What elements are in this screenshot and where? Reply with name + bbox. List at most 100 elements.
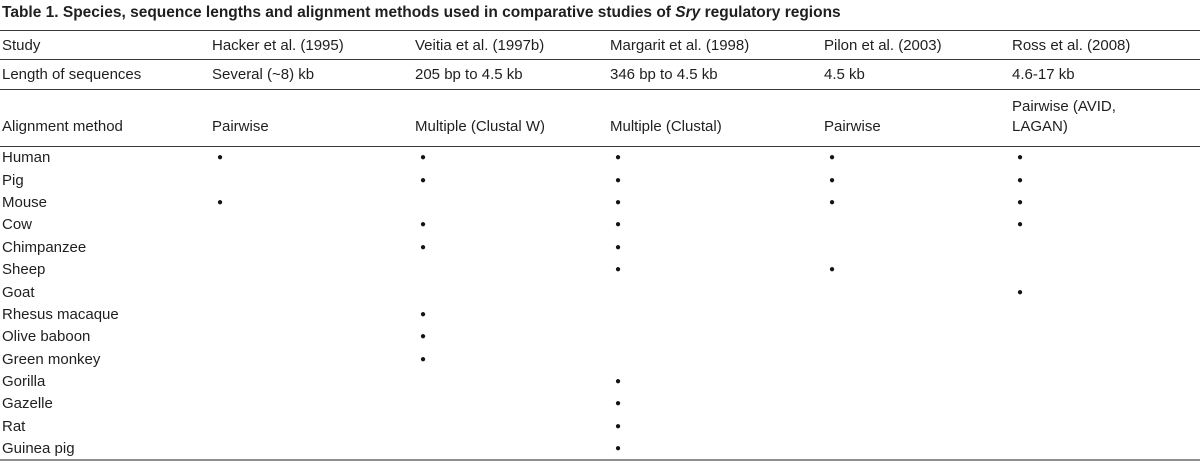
presence-dot: ● bbox=[829, 152, 836, 164]
dot-cell bbox=[1012, 415, 1200, 437]
presence-dot: ● bbox=[217, 196, 224, 208]
presence-dot: ● bbox=[615, 219, 622, 231]
species-name: Human bbox=[2, 149, 51, 167]
species-name: Olive baboon bbox=[2, 328, 91, 346]
dot-cell: ● bbox=[610, 438, 824, 460]
dot-cell bbox=[212, 393, 415, 415]
dot-cell bbox=[212, 303, 415, 325]
dot-cell: ● bbox=[415, 236, 610, 258]
dot-cell bbox=[1012, 326, 1200, 348]
species-row-gazelle: Gazelle ● bbox=[0, 393, 1200, 415]
dot-cell: ● bbox=[610, 393, 824, 415]
dot-cell: ● bbox=[610, 258, 824, 280]
dot-cell bbox=[824, 326, 1012, 348]
study-header-pilon: Pilon et al. (2003) bbox=[824, 36, 942, 54]
dot-cell: ● bbox=[824, 147, 1012, 169]
species-row-rat: Rat ● bbox=[0, 415, 1200, 437]
dot-cell bbox=[610, 303, 824, 325]
dot-cell bbox=[212, 214, 415, 236]
presence-dot: ● bbox=[420, 353, 427, 365]
alignment-value: Pairwise bbox=[824, 118, 881, 135]
presence-dot: ● bbox=[615, 398, 622, 410]
sequence-length-row: Length of sequences Several (~8) kb 205 … bbox=[0, 60, 1200, 90]
dot-cell bbox=[212, 415, 415, 437]
species-name: Gorilla bbox=[2, 373, 46, 391]
alignment-value: Pairwise (AVID, LAGAN) bbox=[1012, 98, 1116, 135]
presence-dot: ● bbox=[1017, 174, 1024, 186]
dot-cell: ● bbox=[415, 348, 610, 370]
presence-dot: ● bbox=[829, 264, 836, 276]
dot-cell bbox=[1012, 303, 1200, 325]
presence-dot: ● bbox=[420, 152, 427, 164]
species-row-sheep: Sheep ● ● bbox=[0, 258, 1200, 280]
alignment-row-label: Alignment method bbox=[2, 118, 123, 135]
presence-dot: ● bbox=[217, 152, 224, 164]
species-name: Gazelle bbox=[2, 395, 53, 413]
species-name: Rat bbox=[2, 417, 26, 435]
dot-cell: ● bbox=[610, 169, 824, 191]
dot-cell: ● bbox=[415, 326, 610, 348]
dot-cell bbox=[212, 326, 415, 348]
dot-cell bbox=[415, 393, 610, 415]
species-row-green-monkey: Green monkey ● bbox=[0, 348, 1200, 370]
presence-dot: ● bbox=[420, 308, 427, 320]
dot-cell: ● bbox=[1012, 214, 1200, 236]
dot-cell: ● bbox=[212, 147, 415, 169]
presence-dot: ● bbox=[615, 264, 622, 276]
dot-cell: ● bbox=[212, 191, 415, 213]
table-title: Table 1. Species, sequence lengths and a… bbox=[0, 0, 1200, 30]
species-row-olive-baboon: Olive baboon ● bbox=[0, 326, 1200, 348]
presence-dot: ● bbox=[615, 174, 622, 186]
presence-dot: ● bbox=[1017, 152, 1024, 164]
presence-dot: ● bbox=[420, 331, 427, 343]
species-name: Cow bbox=[2, 216, 33, 234]
dot-cell bbox=[824, 348, 1012, 370]
length-value: Several (~8) kb bbox=[212, 66, 315, 83]
presence-dot: ● bbox=[615, 152, 622, 164]
dot-cell bbox=[415, 258, 610, 280]
dot-cell: ● bbox=[824, 258, 1012, 280]
dot-cell bbox=[212, 438, 415, 460]
dot-cell: ● bbox=[610, 214, 824, 236]
species-row-cow: Cow ● ● ● bbox=[0, 214, 1200, 236]
dot-cell bbox=[610, 281, 824, 303]
dot-cell bbox=[1012, 393, 1200, 415]
presence-dot: ● bbox=[615, 376, 622, 388]
alignment-value: Pairwise bbox=[212, 118, 269, 135]
presence-dot: ● bbox=[615, 196, 622, 208]
dot-cell bbox=[824, 303, 1012, 325]
presence-dot: ● bbox=[615, 420, 622, 432]
species-name: Green monkey bbox=[2, 350, 101, 368]
study-header-hacker: Hacker et al. (1995) bbox=[212, 36, 344, 54]
dot-cell: ● bbox=[824, 191, 1012, 213]
alignment-value: Multiple (Clustal) bbox=[610, 118, 722, 135]
dot-cell: ● bbox=[1012, 191, 1200, 213]
dot-cell: ● bbox=[610, 370, 824, 392]
dot-cell bbox=[415, 415, 610, 437]
dot-cell bbox=[212, 348, 415, 370]
study-header-veitia: Veitia et al. (1997b) bbox=[415, 36, 545, 54]
length-value: 4.5 kb bbox=[824, 66, 865, 83]
length-value: 205 bp to 4.5 kb bbox=[415, 66, 523, 83]
dot-cell bbox=[610, 348, 824, 370]
length-value: 346 bp to 4.5 kb bbox=[610, 66, 718, 83]
length-value: 4.6-17 kb bbox=[1012, 66, 1075, 83]
dot-cell bbox=[824, 438, 1012, 460]
presence-dot: ● bbox=[829, 196, 836, 208]
dot-cell bbox=[1012, 236, 1200, 258]
dot-cell bbox=[212, 258, 415, 280]
dot-cell: ● bbox=[824, 169, 1012, 191]
dot-cell: ● bbox=[415, 303, 610, 325]
dot-cell bbox=[415, 281, 610, 303]
presence-dot: ● bbox=[420, 241, 427, 253]
species-row-human: Human ● ● ● ● ● bbox=[0, 147, 1200, 169]
species-row-goat: Goat ● bbox=[0, 281, 1200, 303]
dot-cell bbox=[1012, 438, 1200, 460]
species-name: Pig bbox=[2, 171, 24, 189]
dot-cell: ● bbox=[1012, 169, 1200, 191]
species-name: Rhesus macaque bbox=[2, 305, 119, 323]
presence-dot: ● bbox=[420, 219, 427, 231]
length-row-label: Length of sequences bbox=[2, 66, 142, 83]
study-header-margarit: Margarit et al. (1998) bbox=[610, 36, 750, 54]
